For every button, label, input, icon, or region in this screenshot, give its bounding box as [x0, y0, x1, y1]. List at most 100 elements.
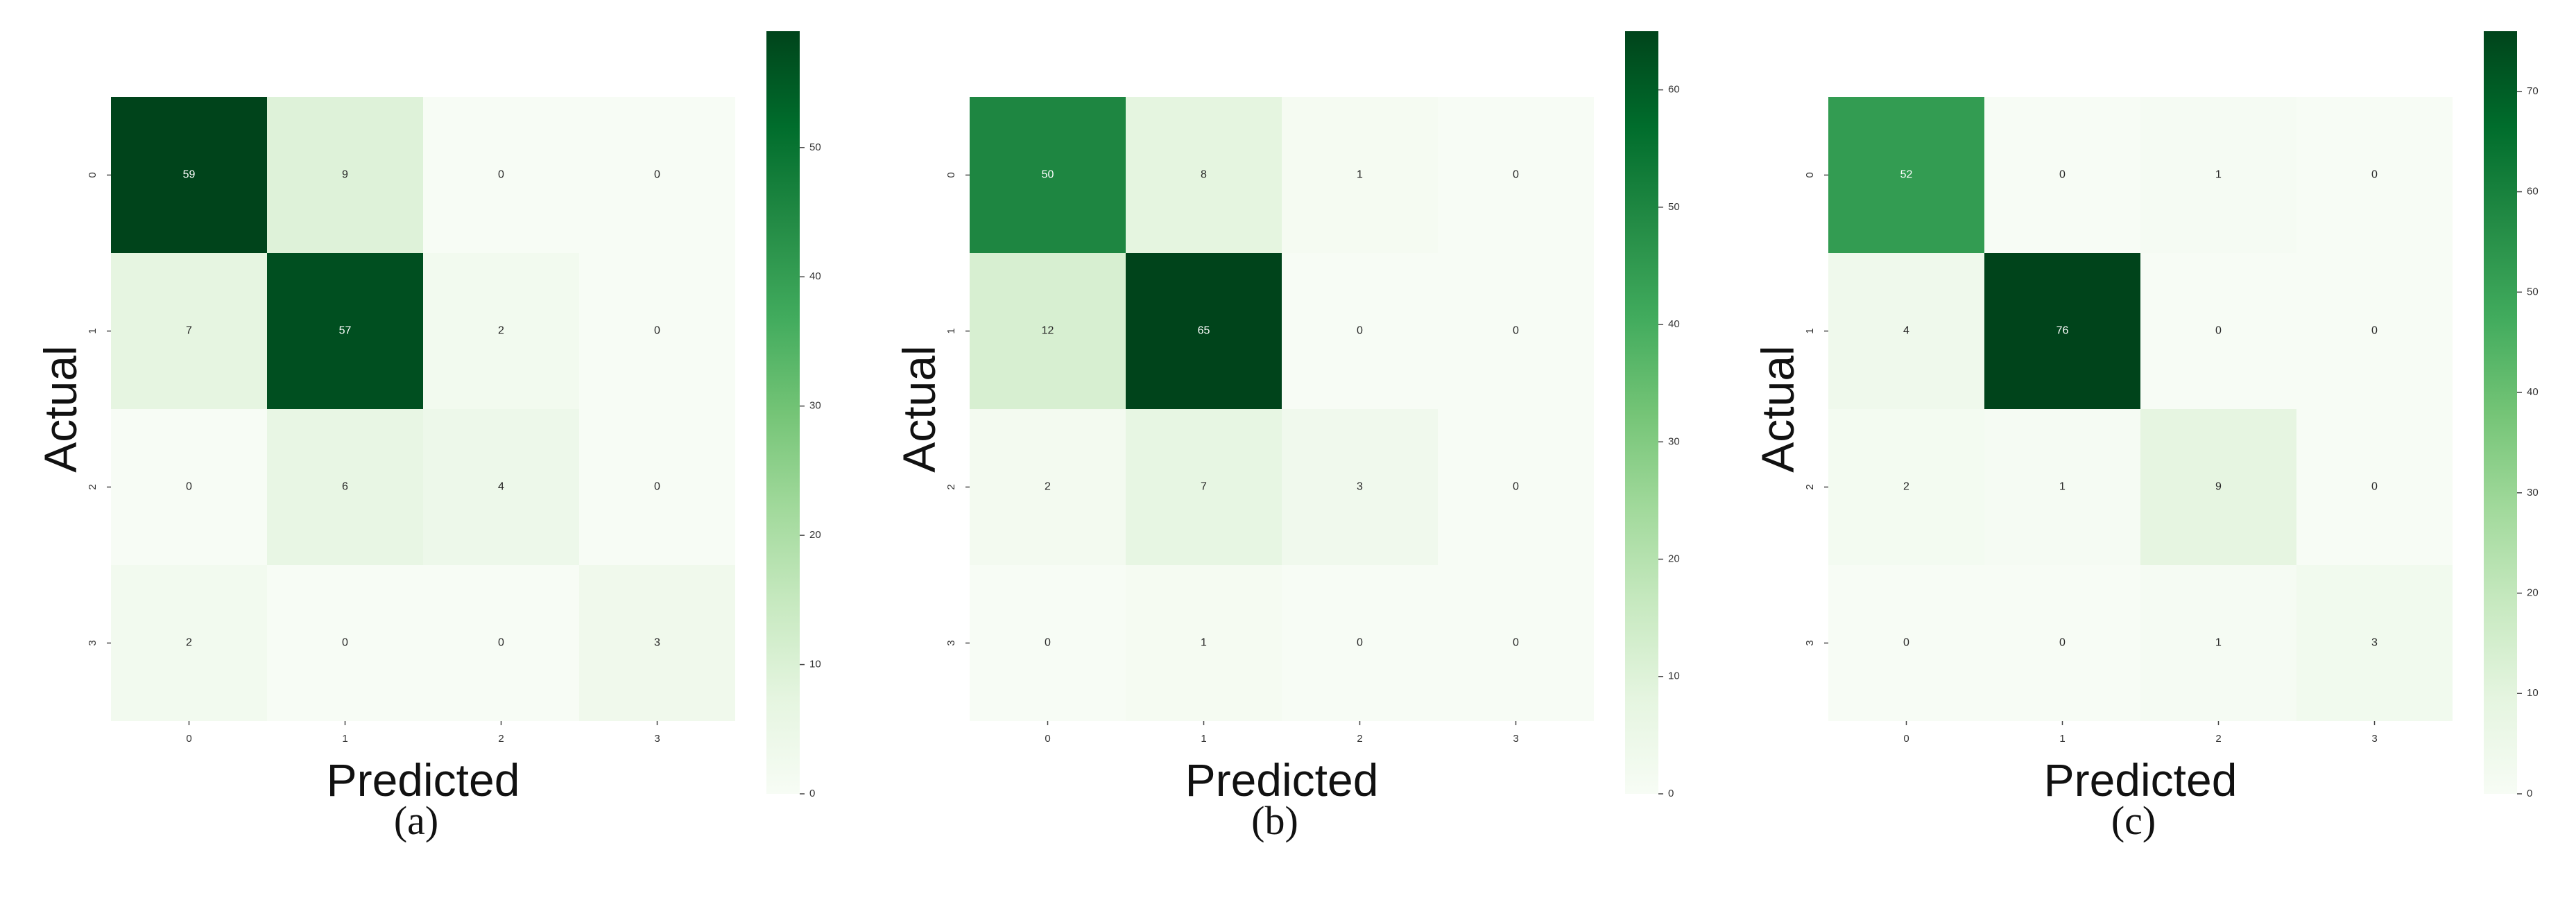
heatmap-cell: [1438, 253, 1594, 409]
colorbar-tick-label: 10: [2527, 687, 2539, 699]
cell-value-label: 1: [1357, 169, 1363, 181]
heatmap-cell: [1282, 409, 1438, 565]
cell-value-label: 0: [654, 325, 660, 337]
cell-value-label: 76: [2056, 325, 2069, 337]
heatmap-cell: [111, 565, 267, 721]
cell-value-label: 0: [1903, 637, 1909, 649]
y-tick-label: 2: [945, 484, 957, 489]
colorbar-tick-label: 70: [2527, 85, 2539, 97]
x-axis-label: Predicted: [2044, 754, 2238, 797]
heatmap-cell: [2140, 409, 2296, 565]
y-axis-label: Actual: [893, 345, 945, 472]
cell-value-label: 2: [498, 325, 504, 337]
cell-value-label: 7: [186, 325, 192, 337]
colorbar-tick-label: 20: [1668, 553, 1680, 565]
heatmap-cell: [111, 409, 267, 565]
cell-value-label: 65: [1198, 325, 1210, 337]
cell-value-label: 1: [2215, 169, 2222, 181]
heatmap-cell: [1126, 409, 1282, 565]
heatmap-cell: [1984, 253, 2140, 409]
heatmap-svg: 59 9 0 07 57 2 00 6 4 02 0 0 30 1 2 30123PredictedActua…: [35, 31, 821, 797]
heatmap-cell: [970, 409, 1126, 565]
confusion-matrix-panel-c: 52 0 1 0 4 76 0 0 2 1 9 0 0 0 1 3 0 1 2 3 0 1 2 3 Predicted Actua…: [1717, 0, 2576, 911]
cell-value-label: 0: [2059, 637, 2066, 649]
cell-value-label: 4: [498, 481, 504, 493]
colorbar: [2484, 31, 2517, 794]
y-tick-label: 0: [1804, 172, 1816, 177]
colorbar-tick-label: 30: [809, 400, 821, 412]
cell-value-label: 0: [1513, 637, 1519, 649]
colorbar-tick-label: 20: [809, 529, 821, 541]
cell-value-label: 0: [2371, 325, 2378, 337]
cell-value-label: 0: [654, 481, 660, 493]
cell-value-label: 12: [1042, 325, 1054, 337]
cell-value-label: 4: [1903, 325, 1909, 337]
x-tick-label: 0: [186, 733, 191, 745]
cell-value-label: 0: [2059, 169, 2066, 181]
heatmap-cell: [1126, 565, 1282, 721]
heatmap-cell: [2140, 253, 2296, 409]
heatmap-cell: [1438, 565, 1594, 721]
colorbar-tick-label: 40: [809, 270, 821, 282]
heatmap-cell: [1438, 409, 1594, 565]
x-axis-label: Predicted: [1185, 754, 1379, 797]
cell-value-label: 0: [654, 169, 660, 181]
x-tick-label: 1: [1201, 733, 1206, 745]
heatmap-svg: 52 0 1 04 76 0 02 1 9 00 0 1 30 1 2 30123PredictedActua…: [1752, 31, 2539, 797]
cell-value-label: 2: [1903, 481, 1909, 493]
colorbar-tick-label: 50: [1668, 201, 1680, 213]
cell-value-label: 0: [498, 637, 504, 649]
heatmap-cell: [579, 565, 735, 721]
cell-value-label: 0: [1045, 637, 1051, 649]
x-tick-label: 0: [1045, 733, 1050, 745]
heatmap-cell: [2296, 253, 2453, 409]
heatmap-cell: [267, 253, 423, 409]
heatmap-cell: [1126, 97, 1282, 253]
colorbar-tick-label: 10: [1668, 670, 1680, 682]
heatmap-cell: [111, 253, 267, 409]
cell-value-label: 0: [2215, 325, 2222, 337]
cell-value-label: 0: [1513, 481, 1519, 493]
heatmap-cell: [267, 97, 423, 253]
heatmap-cell: [267, 565, 423, 721]
y-tick-label: 0: [945, 172, 957, 177]
confusion-matrix-panel-a: 59 9 0 0 7 57 2 0 0 6 4 0 2 0 0 3 0 1 2 3 0 1 2 3 Predicted Actua…: [0, 0, 859, 911]
colorbar-tick-label: 50: [809, 141, 821, 153]
cell-value-label: 52: [1900, 169, 1913, 181]
heatmap-cell: [1126, 253, 1282, 409]
panel-caption: (a): [393, 798, 439, 843]
heatmap-cell: [1282, 253, 1438, 409]
colorbar-tick-label: 40: [1668, 318, 1680, 330]
heatmap-cell: [579, 253, 735, 409]
colorbar: [1625, 31, 1658, 794]
colorbar-tick-label: 50: [2527, 286, 2539, 297]
cell-value-label: 3: [654, 637, 660, 649]
x-tick-label: 2: [1357, 733, 1362, 745]
colorbar-tick-label: 60: [2527, 186, 2539, 198]
y-axis-label: Actual: [35, 345, 86, 472]
x-tick-label: 1: [342, 733, 347, 745]
heatmap-cell: [2296, 409, 2453, 565]
heatmap-cell: [2140, 565, 2296, 721]
x-tick-label: 3: [2371, 733, 2377, 745]
cell-value-label: 57: [339, 325, 352, 337]
heatmap-cell: [423, 409, 579, 565]
cell-value-label: 50: [1042, 169, 1054, 181]
y-tick-label: 2: [1804, 484, 1816, 489]
cell-value-label: 1: [1201, 637, 1207, 649]
cell-value-label: 1: [2215, 637, 2222, 649]
cell-value-label: 0: [1513, 169, 1519, 181]
heatmap-cell: [423, 253, 579, 409]
heatmap-cell: [1828, 565, 1984, 721]
cell-value-label: 2: [1045, 481, 1051, 493]
colorbar-tick-label: 0: [1668, 788, 1674, 797]
y-tick-label: 1: [945, 328, 957, 333]
heatmap-cell: [423, 565, 579, 721]
cell-value-label: 8: [1201, 169, 1207, 181]
cell-value-label: 0: [1513, 325, 1519, 337]
heatmap-cell: [1828, 409, 1984, 565]
x-tick-label: 2: [2215, 733, 2221, 745]
cell-value-label: 3: [2371, 637, 2378, 649]
colorbar-tick-label: 0: [2527, 788, 2532, 797]
colorbar-tick-label: 20: [2527, 587, 2539, 598]
